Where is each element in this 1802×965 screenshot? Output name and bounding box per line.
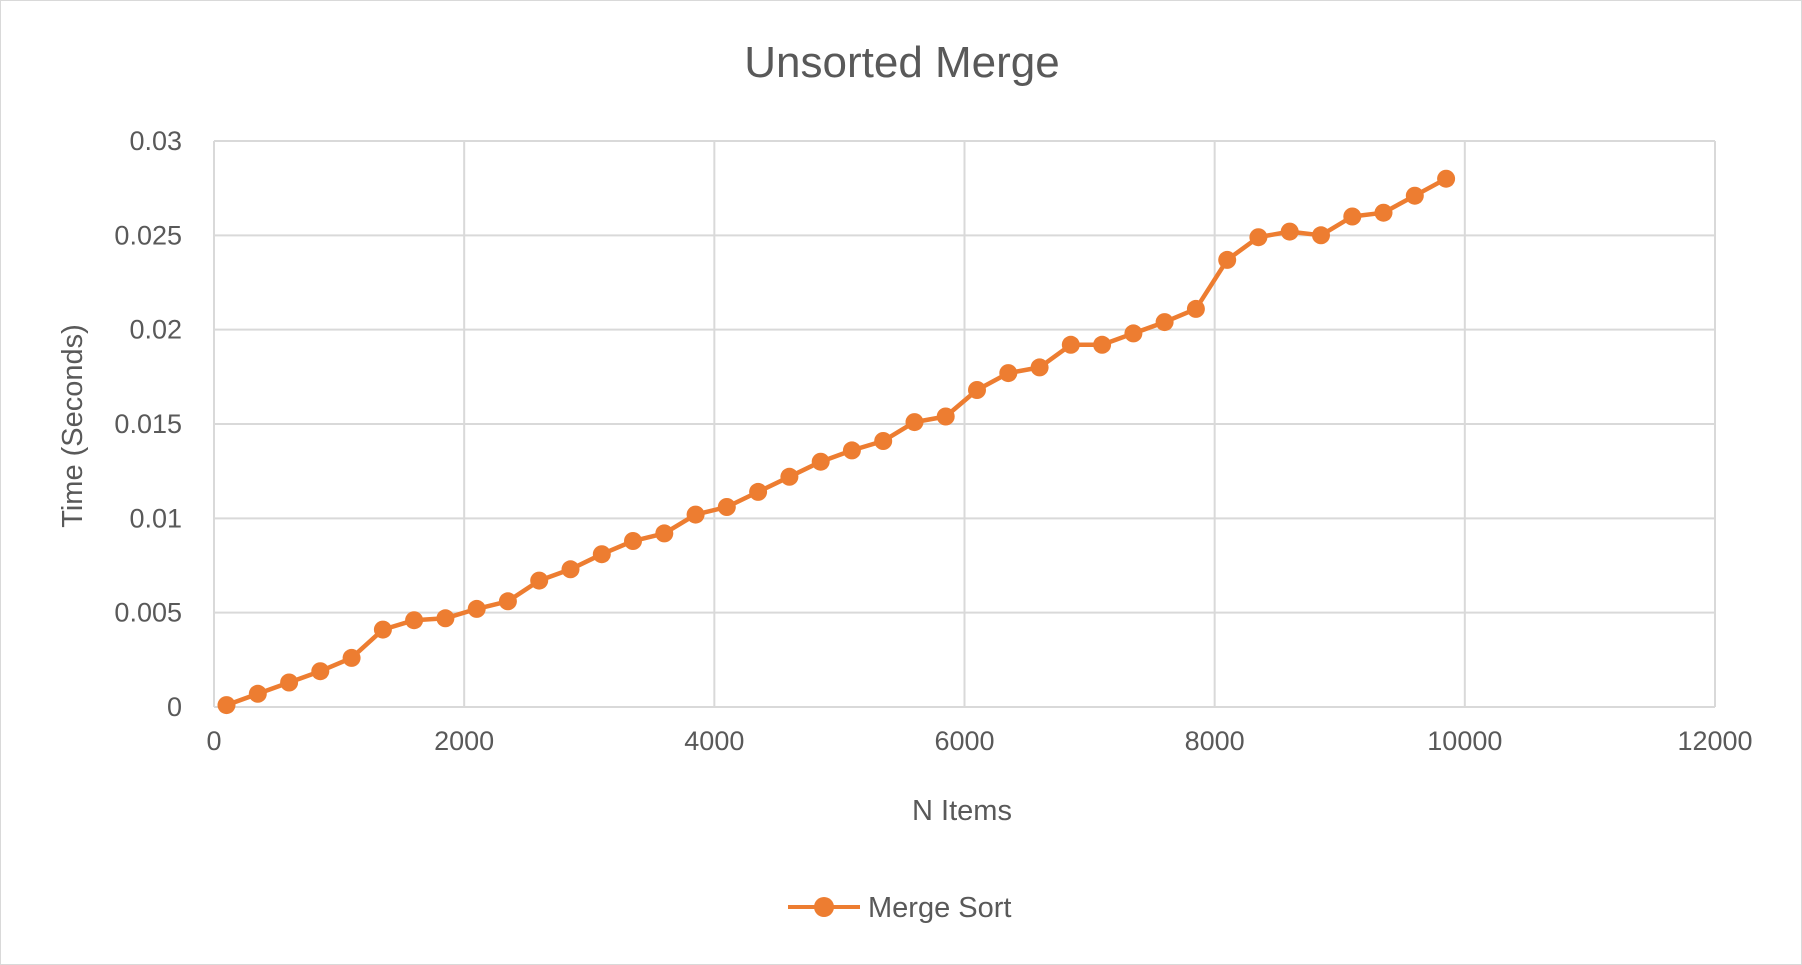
data-point [717, 498, 736, 516]
data-point [561, 560, 580, 579]
x-tick-label: 10000 [1427, 726, 1502, 756]
y-axis-tick-labels: 0 0.005 0.01 0.015 0.02 0.025 0.03 [114, 126, 182, 722]
data-point [311, 662, 330, 681]
y-tick-label: 0.005 [114, 598, 182, 628]
data-point [217, 696, 236, 715]
data-point [1374, 203, 1393, 222]
x-axis-title: N Items [912, 795, 1012, 827]
data-point [248, 684, 267, 703]
data-point [280, 673, 299, 692]
data-point [498, 592, 517, 611]
data-point [342, 648, 361, 667]
data-point [436, 609, 455, 628]
chart-title: Unsorted Merge [744, 38, 1059, 87]
y-tick-label: 0.03 [129, 126, 182, 156]
data-point [1155, 313, 1174, 332]
data-point [655, 524, 674, 543]
x-axis-tick-labels: 0 2000 4000 6000 8000 10000 12000 [206, 726, 1752, 756]
data-point [1218, 250, 1237, 269]
x-tick-label: 2000 [434, 726, 494, 756]
legend: Merge Sort [788, 892, 1011, 924]
x-tick-label: 8000 [1185, 726, 1245, 756]
data-point [467, 599, 486, 618]
y-tick-label: 0 [167, 692, 182, 722]
data-point [1343, 207, 1362, 226]
data-point [1093, 335, 1112, 354]
x-tick-label: 0 [206, 726, 221, 756]
data-point [749, 482, 768, 501]
data-point [968, 381, 986, 399]
data-point [874, 432, 893, 450]
series-layer [217, 169, 1456, 715]
data-point [1124, 324, 1143, 343]
data-point [405, 611, 424, 630]
x-tick-label: 12000 [1677, 726, 1752, 756]
data-point [530, 571, 549, 590]
x-tick-label: 6000 [934, 726, 994, 756]
y-tick-label: 0.02 [129, 315, 182, 345]
data-point [905, 413, 924, 432]
data-point [936, 407, 955, 426]
series-line-merge-sort [224, 176, 1449, 708]
data-point [1061, 335, 1080, 354]
data-point [780, 467, 799, 486]
data-point [1312, 226, 1330, 245]
data-point [1280, 222, 1299, 241]
legend-label-merge-sort: Merge Sort [868, 892, 1011, 924]
data-point [811, 452, 830, 471]
data-point [624, 532, 642, 550]
y-tick-label: 0.025 [114, 220, 182, 250]
y-tick-label: 0.015 [114, 409, 182, 439]
y-axis-title: Time (Seconds) [57, 324, 89, 528]
data-point [1405, 186, 1424, 205]
data-point [1249, 228, 1268, 247]
x-tick-label: 4000 [684, 726, 744, 756]
data-point [1186, 299, 1205, 318]
data-point [842, 441, 861, 460]
data-point [1437, 169, 1456, 188]
data-point [999, 364, 1018, 383]
data-point [592, 545, 611, 564]
data-point [686, 505, 705, 524]
y-tick-label: 0.01 [129, 503, 182, 533]
data-point [373, 620, 392, 639]
data-point [1030, 358, 1049, 377]
legend-marker-merge-sort [814, 897, 834, 917]
